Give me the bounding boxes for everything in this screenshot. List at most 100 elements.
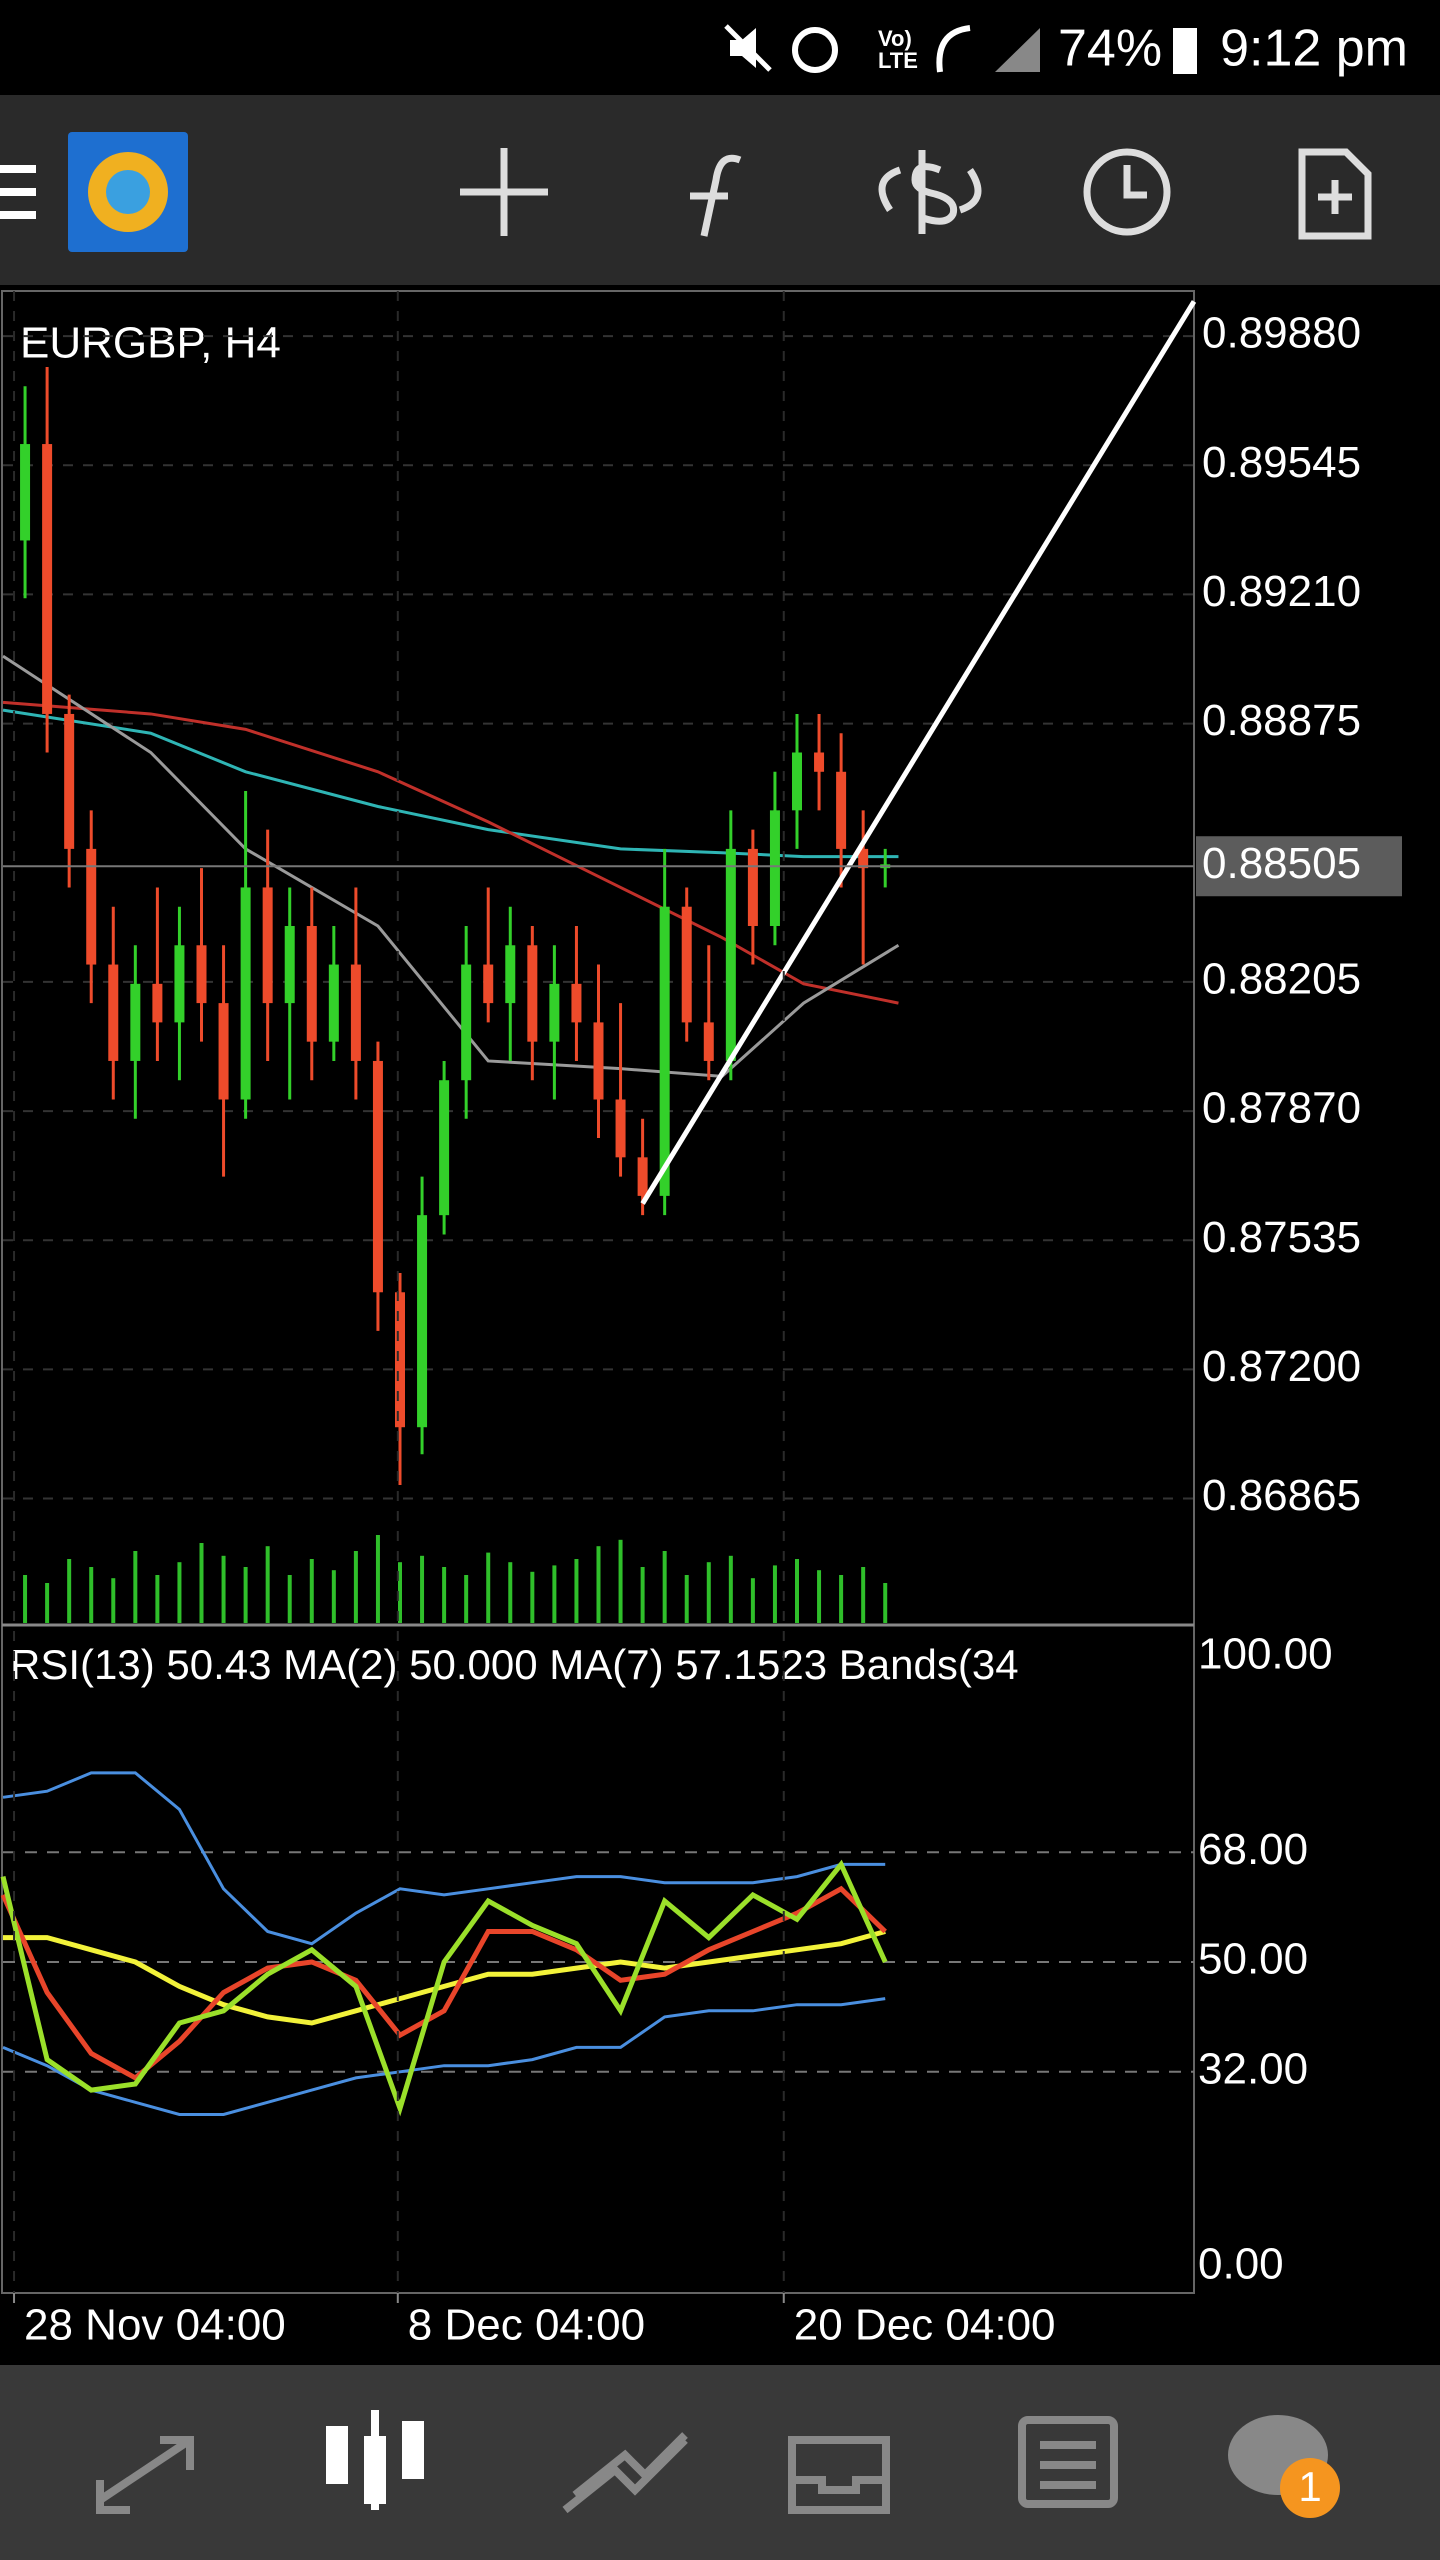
volume-bar: [331, 1570, 336, 1623]
toolbar-icons: [460, 148, 1372, 240]
chart-tab[interactable]: [326, 2410, 424, 2510]
candle-body: [681, 906, 692, 1023]
volume-bar: [375, 1535, 380, 1623]
news-tab[interactable]: [1018, 2416, 1118, 2508]
y-tick-label: 0.87535: [1202, 1213, 1361, 1262]
volume-bar: [706, 1562, 711, 1623]
candle-body: [20, 444, 31, 541]
candle-body: [218, 1003, 229, 1100]
menu-button[interactable]: [0, 165, 36, 219]
volume-bar: [552, 1565, 557, 1623]
candle-body: [130, 983, 141, 1061]
y-tick-label: 68.00: [1198, 1825, 1308, 1874]
volume-bar: [684, 1575, 689, 1623]
chart-frame: [1, 290, 1195, 2294]
new-order-button[interactable]: [1298, 148, 1372, 240]
y-tick-label: 0.88875: [1202, 696, 1361, 745]
volume-bar: [839, 1575, 844, 1623]
y-tick-label: 0.87870: [1202, 1084, 1361, 1133]
history-button[interactable]: [1083, 148, 1171, 236]
volume-bar: [177, 1562, 182, 1623]
trade-tab[interactable]: [562, 2432, 688, 2514]
candle-body: [836, 771, 847, 849]
bottom-nav: [0, 2365, 1440, 2560]
candle-body: [64, 713, 75, 849]
candle-body: [483, 964, 494, 1004]
candle-body: [814, 752, 825, 772]
volume-bar: [861, 1567, 866, 1623]
signal-icon: [995, 28, 1040, 72]
volume-bar: [111, 1578, 116, 1623]
y-tick-label: 0.00: [1198, 2240, 1284, 2289]
y-tick-label: 0.86865: [1202, 1471, 1361, 1520]
candle-body: [86, 848, 97, 965]
candle-body: [372, 1060, 383, 1293]
volume-bar: [89, 1567, 94, 1623]
network-label: LTE: [878, 48, 918, 73]
history-tab[interactable]: [788, 2436, 890, 2514]
app-logo[interactable]: [68, 132, 188, 252]
menu-bar: [0, 165, 36, 173]
candle-body: [417, 1215, 428, 1428]
quotes-tab[interactable]: [96, 2436, 194, 2514]
volume-bar: [508, 1562, 513, 1623]
trendline: [640, 300, 1197, 1205]
candle-body: [593, 1022, 604, 1100]
current-price-label: 0.88505: [1202, 839, 1361, 888]
notification-badge: [1280, 2458, 1340, 2518]
volume-bar: [596, 1546, 601, 1623]
volume-bar: [23, 1575, 28, 1623]
y-tick-label: 0.87200: [1202, 1342, 1361, 1391]
candle-body: [615, 1099, 626, 1158]
candle-body: [306, 925, 317, 1042]
candle-body: [240, 887, 251, 1100]
candle-body: [769, 810, 780, 926]
candle-body: [350, 964, 361, 1061]
volume-bar: [464, 1575, 469, 1623]
nav-icons: [96, 2410, 1328, 2514]
volume-bar: [265, 1546, 270, 1623]
candle-body: [549, 983, 560, 1042]
volume-bar: [574, 1559, 579, 1623]
volume-bar: [353, 1551, 358, 1623]
status-bar: [0, 0, 1440, 95]
y-tick-label: 0.89210: [1202, 567, 1361, 616]
candle-body: [571, 983, 582, 1023]
candle-body: [703, 1022, 714, 1061]
volume-bar: [486, 1552, 491, 1623]
wifi-icon: [936, 25, 971, 73]
x-tick-label: 20 Dec 04:00: [794, 2301, 1056, 2350]
indicator-line: [2, 1771, 886, 1946]
volume-bar: [750, 1578, 755, 1623]
trade-button[interactable]: [878, 150, 982, 234]
candle-body: [792, 752, 802, 811]
volte-label: Vo): [878, 26, 912, 51]
volume-bar: [243, 1567, 248, 1623]
x-tick-label: 28 Nov 04:00: [24, 2301, 286, 2350]
chart-area: [1, 290, 1195, 2294]
mute-slash: [724, 24, 772, 72]
volume-bar: [133, 1551, 138, 1623]
chart-title: EURGBP, H4: [20, 319, 281, 368]
battery-icon: [1173, 28, 1197, 74]
y-tick-label: 0.88205: [1202, 955, 1361, 1004]
candle-body: [439, 1080, 450, 1216]
volume-bar: [883, 1583, 888, 1623]
crosshair-button[interactable]: [460, 148, 548, 236]
indicators-button[interactable]: [690, 154, 742, 237]
indicator-label: RSI(13) 50.43 MA(2) 50.000 MA(7) 57.1523…: [10, 1641, 1019, 1688]
y-tick-label: 0.89545: [1202, 438, 1361, 487]
candle-body: [42, 444, 53, 714]
y-tick-label: 100.00: [1198, 1630, 1333, 1679]
candle-body: [858, 848, 869, 869]
volume-bar: [728, 1555, 733, 1623]
volume-bar: [155, 1575, 160, 1623]
volume-bar: [442, 1567, 447, 1623]
volume-bar: [309, 1559, 314, 1623]
candle-body: [328, 964, 339, 1042]
volume-bar: [45, 1583, 50, 1623]
candle-body: [196, 945, 207, 1004]
candle-body: [725, 848, 736, 1061]
